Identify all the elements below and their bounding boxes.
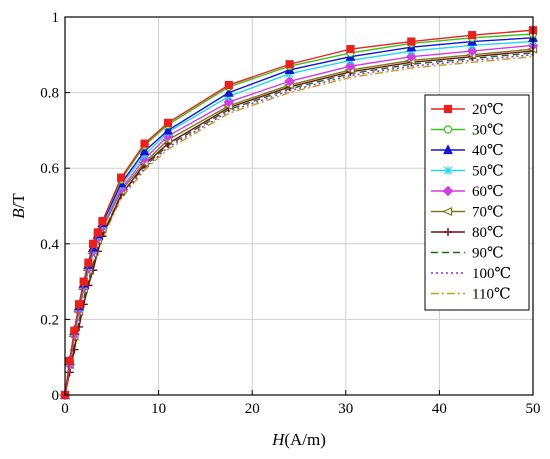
y-tick-label: 0.2: [40, 312, 59, 328]
legend-marker: [443, 227, 453, 237]
legend-marker: [443, 125, 453, 134]
data-point: [163, 124, 173, 135]
data-point: [468, 31, 477, 40]
legend-label: 80℃: [472, 225, 504, 241]
data-point: [139, 145, 150, 156]
data-point: [98, 217, 107, 226]
x-tick-label: 0: [61, 401, 69, 417]
data-point: [284, 75, 295, 87]
y-tick-label: 1: [52, 10, 60, 26]
x-tick-label: 20: [245, 401, 260, 417]
x-tick-label: 30: [338, 401, 353, 417]
legend-marker: [443, 104, 453, 114]
legend-item: 110℃: [431, 287, 511, 303]
legend-box: [424, 94, 530, 311]
legend-item: 60℃: [431, 184, 504, 200]
legend-marker: [441, 206, 453, 217]
data-point: [285, 60, 294, 69]
legend: 20℃ 30℃ 40℃ 50℃ 60℃ 70℃ 80℃ 90℃ 100℃ 110℃: [424, 94, 530, 311]
data-point: [406, 51, 417, 62]
legend-label: 70℃: [472, 205, 504, 221]
x-tick-label: 50: [526, 401, 541, 417]
data-point: [345, 60, 356, 72]
x-tick-label: 40: [432, 401, 447, 417]
legend-item: 20℃: [431, 102, 504, 118]
tick-layer: 0 10 20 30 40 50 0 0.2 0.4 0.6 0.8 1: [40, 10, 540, 417]
y-tick-label: 0.6: [40, 161, 59, 177]
data-point: [407, 37, 416, 46]
legend-label: 30℃: [472, 123, 504, 139]
legend-label: 60℃: [472, 184, 504, 200]
data-point: [163, 118, 173, 127]
plot-frame: [64, 16, 534, 396]
data-point: [346, 45, 355, 54]
legend-marker: [443, 166, 453, 175]
data-point: [84, 258, 93, 267]
data-point: [224, 80, 233, 90]
series-line: [64, 29, 534, 396]
legend-label: 90℃: [472, 246, 504, 262]
y-tick-label: 0.4: [40, 237, 59, 253]
x-axis-title: H(A/m): [271, 430, 326, 449]
data-point: [79, 277, 88, 286]
legend-item: 90℃: [431, 246, 504, 262]
legend-item: 40℃: [431, 143, 504, 159]
y-axis-unit: /T: [9, 193, 28, 209]
legend-item: 30℃: [431, 123, 504, 139]
series-0: [60, 26, 538, 400]
legend-item: 50℃: [431, 164, 504, 180]
legend-label: 100℃: [472, 266, 511, 282]
x-axis-variable: H: [271, 430, 286, 449]
legend-label: 40℃: [472, 143, 504, 159]
legend-marker: [442, 185, 454, 197]
y-axis-title: B/T: [9, 193, 28, 219]
data-point: [223, 96, 235, 108]
legend-label: 20℃: [472, 102, 504, 118]
data-point: [93, 228, 102, 237]
data-point: [466, 45, 478, 57]
legend-item: 100℃: [431, 266, 511, 282]
legend-item: 80℃: [431, 225, 504, 241]
data-point: [88, 239, 98, 248]
legend-label: 110℃: [472, 287, 511, 303]
data-point: [140, 139, 149, 148]
legend-marker: [443, 144, 453, 155]
y-tick-label: 0: [52, 388, 60, 404]
y-axis-variable: B: [9, 208, 28, 219]
legend-item: 70℃: [431, 205, 504, 221]
x-axis-unit: (A/m): [284, 430, 326, 449]
data-point: [223, 86, 234, 97]
y-tick-label: 0.8: [40, 86, 59, 102]
x-tick-label: 10: [151, 401, 166, 417]
data-point: [70, 326, 79, 335]
data-point: [74, 300, 84, 309]
legend-label: 50℃: [472, 164, 504, 180]
data-point: [117, 173, 126, 182]
series-layer: [58, 26, 539, 401]
data-point: [65, 356, 74, 366]
